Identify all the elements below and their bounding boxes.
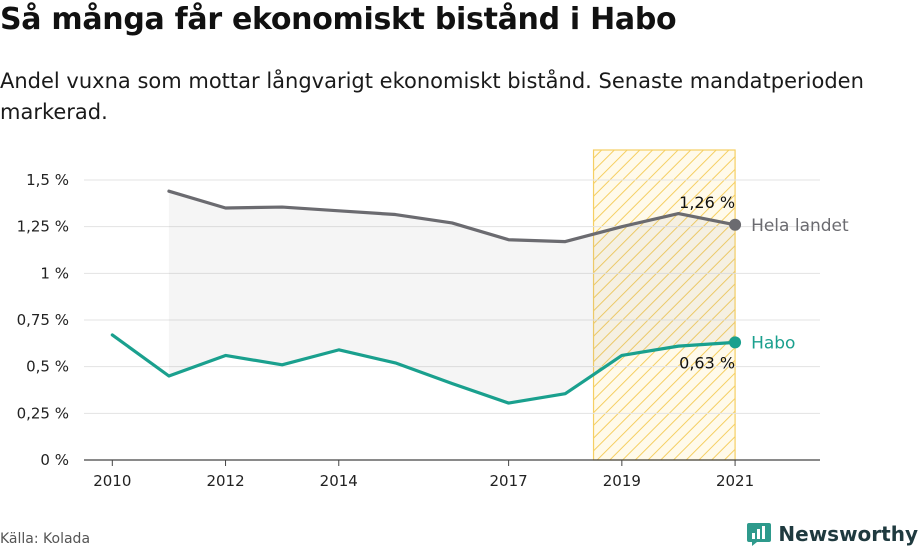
series-value-label-0: 1,26 % (679, 193, 735, 212)
newsworthy-logo-icon (747, 523, 772, 546)
y-tick-label: 0,5 % (26, 358, 69, 376)
series-end-point-1 (729, 336, 742, 349)
y-tick-label: 0,25 % (17, 404, 69, 422)
series-name-label-1: Habo (751, 333, 795, 353)
x-tick-label: 2021 (716, 472, 754, 490)
x-tick-label: 2014 (320, 472, 358, 490)
source-note: Källa: Kolada (0, 531, 91, 547)
highlight-period (592, 149, 736, 461)
y-tick-label: 0,75 % (17, 311, 69, 329)
series-line-1 (110, 333, 737, 405)
x-tick-label: 2012 (206, 472, 244, 490)
brand-name: Newsworthy (778, 522, 918, 546)
series-end-point-0 (729, 218, 742, 231)
x-tick-label: 2010 (93, 472, 131, 490)
line-chart: 0 % 0,25 % 0,5 % 0,75 % 1 % 1,25 % 1,5 % 2010 20… (17, 149, 849, 490)
brand-logo: Newsworthy (746, 521, 918, 547)
chart-title: Så många får ekonomiskt bistånd i Habo (0, 2, 677, 37)
series-name-label-0: Hela landet (751, 216, 849, 236)
y-tick-label: 1,5 % (26, 171, 69, 189)
y-tick-label: 0 % (40, 451, 69, 469)
y-tick-label: 1 % (40, 264, 69, 282)
x-tick-label: 2017 (490, 472, 528, 490)
series-value-label-1: 0,63 % (679, 353, 735, 372)
y-tick-label: 1,25 % (17, 218, 69, 236)
chart-subtitle: Andel vuxna som mottar långvarigt ekonom… (0, 69, 864, 124)
gap-band (168, 191, 736, 404)
series-line-0 (167, 189, 737, 244)
x-tick-label: 2019 (603, 472, 641, 490)
